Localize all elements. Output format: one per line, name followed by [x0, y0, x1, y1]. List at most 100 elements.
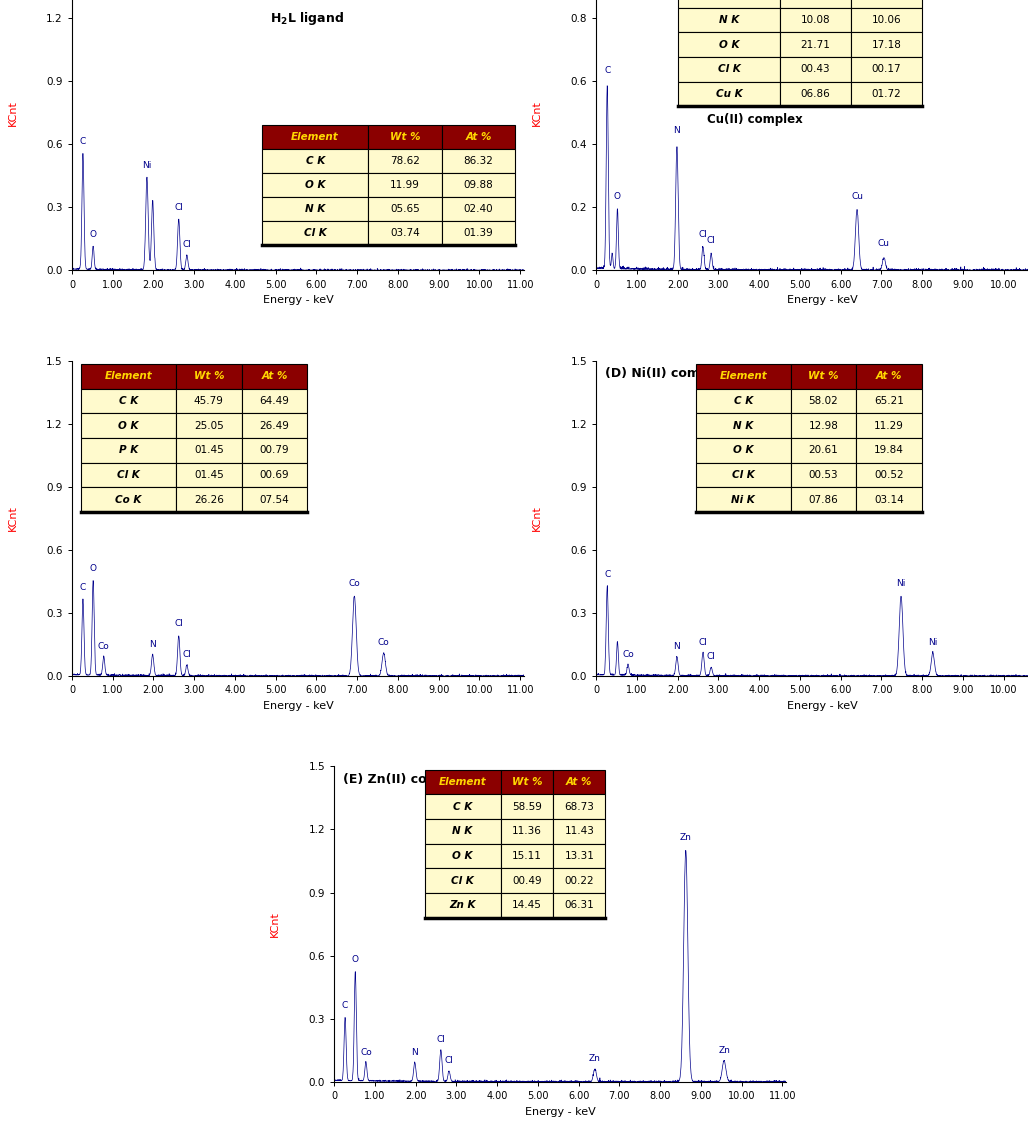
X-axis label: Energy - keV: Energy - keV — [787, 701, 857, 711]
Text: 05.65: 05.65 — [391, 204, 419, 214]
Text: C K: C K — [453, 801, 472, 811]
Text: Ni: Ni — [928, 638, 938, 647]
Text: Cl: Cl — [444, 1056, 453, 1065]
Text: C: C — [80, 137, 86, 147]
X-axis label: Energy - keV: Energy - keV — [787, 295, 857, 305]
FancyBboxPatch shape — [176, 389, 242, 414]
Text: C: C — [604, 65, 611, 74]
FancyBboxPatch shape — [442, 197, 515, 221]
Text: Cl K: Cl K — [117, 470, 140, 480]
Text: O: O — [89, 230, 97, 239]
FancyBboxPatch shape — [81, 463, 176, 487]
FancyBboxPatch shape — [856, 487, 922, 512]
FancyBboxPatch shape — [791, 487, 856, 512]
Text: 00.17: 00.17 — [872, 64, 902, 74]
Text: Wt %: Wt % — [808, 371, 839, 381]
FancyBboxPatch shape — [696, 389, 791, 414]
Text: Co: Co — [98, 642, 110, 651]
FancyBboxPatch shape — [791, 414, 856, 438]
Text: Cl: Cl — [437, 1035, 445, 1044]
Text: Cl: Cl — [175, 619, 183, 628]
FancyBboxPatch shape — [425, 795, 501, 819]
FancyBboxPatch shape — [368, 174, 442, 197]
Text: Co: Co — [348, 579, 360, 588]
Text: 03.14: 03.14 — [874, 495, 904, 505]
FancyBboxPatch shape — [425, 819, 501, 844]
Text: N K: N K — [733, 420, 754, 431]
Text: 01.72: 01.72 — [872, 89, 902, 99]
X-axis label: Energy - keV: Energy - keV — [263, 701, 333, 711]
Text: O: O — [352, 955, 359, 964]
Text: 68.73: 68.73 — [564, 801, 594, 811]
FancyBboxPatch shape — [442, 125, 515, 149]
FancyBboxPatch shape — [791, 364, 856, 389]
FancyBboxPatch shape — [262, 221, 368, 246]
Text: 13.31: 13.31 — [564, 851, 594, 861]
Text: Cl K: Cl K — [718, 64, 740, 74]
FancyBboxPatch shape — [242, 389, 307, 414]
Text: KCnt: KCnt — [531, 100, 542, 125]
Text: 00.43: 00.43 — [801, 64, 831, 74]
FancyBboxPatch shape — [553, 795, 605, 819]
Text: N K: N K — [305, 204, 325, 214]
FancyBboxPatch shape — [176, 438, 242, 463]
Text: Element: Element — [439, 777, 486, 787]
Text: O: O — [89, 565, 97, 574]
Text: C: C — [80, 583, 86, 592]
Text: 00.79: 00.79 — [259, 445, 289, 455]
Text: N K: N K — [452, 826, 473, 836]
Text: Wt %: Wt % — [193, 371, 224, 381]
Text: Co: Co — [360, 1048, 372, 1057]
Text: 78.62: 78.62 — [390, 157, 420, 167]
FancyBboxPatch shape — [368, 221, 442, 246]
Text: 11.99: 11.99 — [390, 180, 420, 190]
FancyBboxPatch shape — [856, 389, 922, 414]
FancyBboxPatch shape — [780, 57, 851, 81]
Text: Cu: Cu — [851, 192, 864, 201]
Text: 17.18: 17.18 — [872, 39, 902, 50]
Text: Cl K: Cl K — [732, 470, 755, 480]
Text: At %: At % — [876, 371, 903, 381]
FancyBboxPatch shape — [368, 197, 442, 221]
Text: 15.11: 15.11 — [512, 851, 542, 861]
FancyBboxPatch shape — [501, 795, 553, 819]
FancyBboxPatch shape — [81, 487, 176, 512]
Text: Cl: Cl — [182, 240, 191, 249]
FancyBboxPatch shape — [425, 770, 501, 795]
X-axis label: Energy - keV: Energy - keV — [263, 295, 333, 305]
Text: Ni: Ni — [896, 579, 906, 588]
Text: 11.29: 11.29 — [874, 420, 904, 431]
FancyBboxPatch shape — [677, 81, 780, 106]
Text: N K: N K — [719, 15, 739, 25]
Text: C K: C K — [119, 396, 138, 406]
FancyBboxPatch shape — [262, 125, 368, 149]
Text: 11.43: 11.43 — [564, 826, 594, 836]
FancyBboxPatch shape — [501, 844, 553, 869]
FancyBboxPatch shape — [262, 149, 368, 174]
FancyBboxPatch shape — [81, 438, 176, 463]
Text: Co K: Co K — [115, 495, 142, 505]
Text: Cl: Cl — [706, 237, 715, 246]
FancyBboxPatch shape — [856, 463, 922, 487]
Text: 25.05: 25.05 — [194, 420, 224, 431]
FancyBboxPatch shape — [553, 869, 605, 893]
Text: O K: O K — [719, 39, 739, 50]
Text: 58.59: 58.59 — [512, 801, 542, 811]
Text: 00.49: 00.49 — [512, 876, 542, 886]
Text: KCnt: KCnt — [7, 506, 17, 531]
FancyBboxPatch shape — [242, 463, 307, 487]
Text: 10.08: 10.08 — [801, 15, 831, 25]
FancyBboxPatch shape — [780, 81, 851, 106]
FancyBboxPatch shape — [677, 33, 780, 57]
Text: P K: P K — [119, 445, 138, 455]
Text: $\mathbf{H_2L}$ ligand: $\mathbf{H_2L}$ ligand — [270, 9, 344, 27]
FancyBboxPatch shape — [442, 221, 515, 246]
Text: N: N — [149, 640, 156, 649]
FancyBboxPatch shape — [176, 364, 242, 389]
Text: Zn K: Zn K — [449, 900, 476, 911]
Text: Zn: Zn — [589, 1054, 600, 1063]
Text: 07.86: 07.86 — [809, 495, 839, 505]
Text: Cl: Cl — [699, 230, 707, 239]
X-axis label: Energy - keV: Energy - keV — [525, 1107, 595, 1117]
FancyBboxPatch shape — [553, 893, 605, 917]
